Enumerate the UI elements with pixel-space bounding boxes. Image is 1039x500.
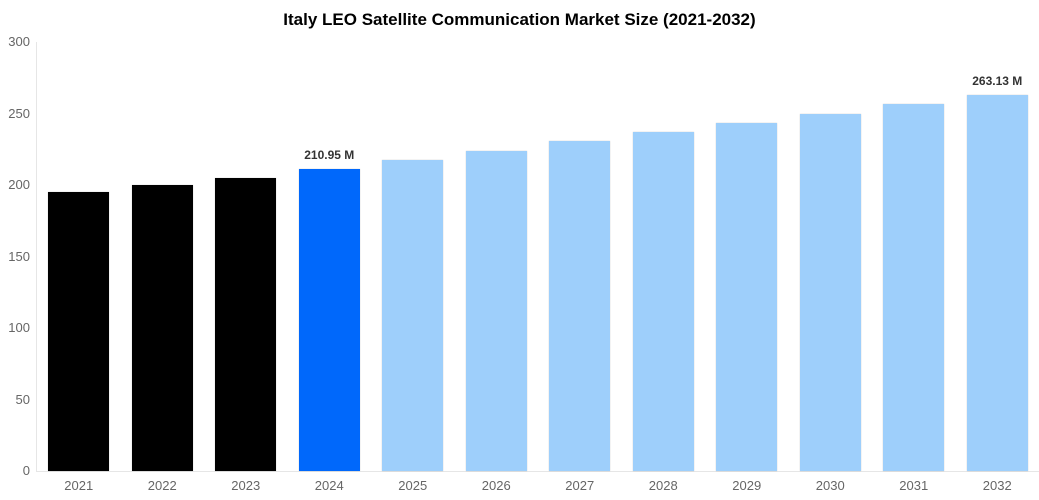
bar-slot-2025: [371, 42, 455, 471]
bar-slot-2023: [204, 42, 288, 471]
x-tick-label-2031: 2031: [899, 478, 929, 493]
bar-slot-2032: 263.13 M: [956, 42, 1039, 471]
bar-slot-2030: [789, 42, 873, 471]
y-tick-label: 300: [8, 34, 30, 49]
bar-slot-2026: [455, 42, 539, 471]
bar-2030: [799, 113, 861, 471]
y-tick-label: 250: [8, 105, 30, 121]
bar-slot-2022: [121, 42, 205, 471]
y-tick-label: 200: [8, 177, 30, 192]
y-axis-line: [36, 42, 37, 471]
bar-2027: [549, 141, 611, 471]
x-tick-label-2029: 2029: [732, 478, 762, 493]
bar-2032: [966, 94, 1028, 471]
y-tick-label: 150: [8, 248, 30, 264]
bar-2031: [883, 104, 945, 471]
bar-2024: [298, 169, 360, 471]
bar-slot-2028: [622, 42, 706, 471]
bar-2021: [48, 192, 110, 471]
bar-2023: [215, 177, 277, 471]
x-axis-labels: 2021 2022 2023 2024 2025 2026 2027 2028 2029 2030…: [37, 478, 1039, 493]
x-tick-label-2022: 2022: [147, 478, 177, 493]
bar-2026: [465, 150, 527, 471]
x-tick-label-2032: 2032: [982, 478, 1012, 493]
bar-2025: [382, 159, 444, 471]
x-tick-label-2025: 2025: [398, 478, 428, 493]
x-tick-label-2024: 2024: [314, 478, 344, 493]
bar-slot-2029: [705, 42, 789, 471]
bar-slot-2027: [538, 42, 622, 471]
bar-slot-2021: [37, 42, 121, 471]
x-tick-label-2027: 2027: [565, 478, 595, 493]
bar-2028: [632, 132, 694, 471]
chart-title: Italy LEO Satellite Communication Market…: [283, 10, 756, 29]
y-tick-label: 100: [8, 320, 30, 335]
bar-2029: [716, 122, 778, 471]
x-tick-label-2023: 2023: [231, 478, 261, 493]
x-tick-label-2028: 2028: [648, 478, 678, 493]
y-axis-labels: 0 50 100 150 200 250 300: [0, 35, 30, 478]
data-label-2032: 263.13 M: [972, 73, 1023, 88]
x-tick-label-2030: 2030: [815, 478, 845, 493]
y-tick-label: 50: [15, 391, 30, 407]
plot-area: 210.95 M 263.13 M: [37, 42, 1039, 471]
y-tick-label: 0: [22, 463, 30, 478]
x-tick-label-2021: 2021: [64, 478, 94, 493]
bar-slot-2031: [872, 42, 956, 471]
bar-slot-2024: 210.95 M: [288, 42, 372, 471]
x-axis-line: [36, 471, 1039, 472]
x-tick-label-2026: 2026: [481, 478, 511, 493]
bar-2022: [131, 185, 193, 471]
data-label-2024: 210.95 M: [304, 148, 355, 163]
